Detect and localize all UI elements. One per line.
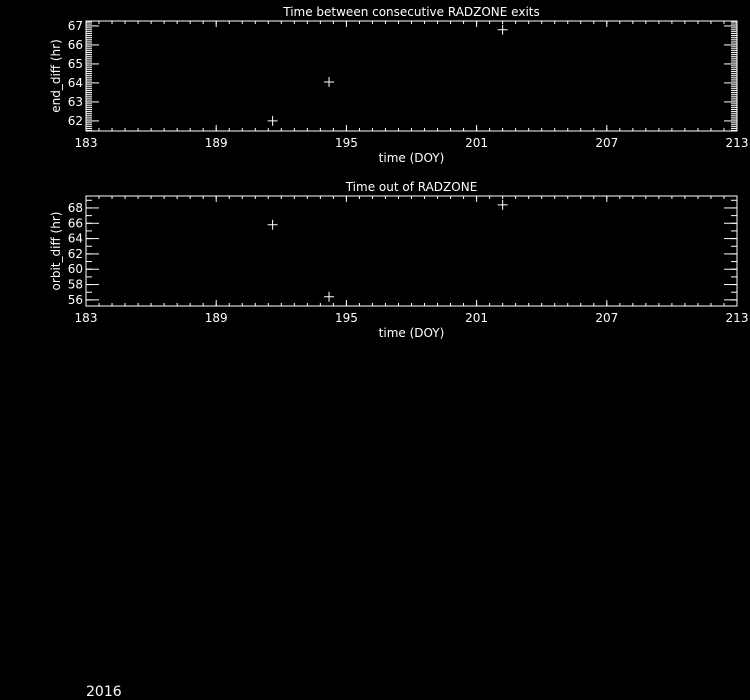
y-tick-label: 68	[68, 201, 83, 215]
x-axis-label: time (DOY)	[379, 326, 445, 340]
year-label: 2016	[86, 684, 122, 700]
x-tick-label: 213	[726, 136, 749, 150]
x-tick-label: 207	[595, 311, 618, 325]
y-tick-label: 66	[68, 38, 83, 52]
data-point-plus	[497, 199, 508, 210]
data-point-plus	[324, 291, 335, 302]
y-axis-label: orbit_diff (hr)	[49, 212, 63, 291]
y-tick-label: 62	[68, 114, 83, 128]
x-tick-label: 195	[335, 311, 358, 325]
y-tick-label: 63	[68, 95, 83, 109]
y-tick-label: 62	[68, 247, 83, 261]
y-tick-label: 66	[68, 216, 83, 230]
x-tick-label: 201	[465, 136, 488, 150]
x-tick-label: 213	[726, 311, 749, 325]
x-tick-label: 195	[335, 136, 358, 150]
y-tick-label: 65	[68, 57, 83, 71]
data-point-plus	[267, 115, 278, 126]
data-point-plus	[324, 76, 335, 87]
plot-frame-1	[85, 20, 738, 132]
x-tick-label: 189	[205, 311, 228, 325]
chart-title: Time between consecutive RADZONE exits	[282, 5, 540, 19]
y-tick-label: 67	[68, 19, 83, 33]
x-tick-label: 183	[75, 311, 98, 325]
y-tick-label: 56	[68, 293, 83, 307]
y-tick-label: 64	[68, 76, 83, 90]
y-axis-label: end_diff (hr)	[49, 39, 63, 113]
data-point-plus	[497, 24, 508, 35]
x-tick-label: 183	[75, 136, 98, 150]
x-tick-label: 207	[595, 136, 618, 150]
x-axis-label: time (DOY)	[379, 151, 445, 165]
x-tick-label: 189	[205, 136, 228, 150]
plot-frame-2	[85, 195, 738, 307]
chart-title: Time out of RADZONE	[345, 180, 478, 194]
y-tick-label: 60	[68, 262, 83, 276]
y-tick-label: 58	[68, 278, 83, 292]
y-tick-label: 64	[68, 232, 83, 246]
x-tick-label: 201	[465, 311, 488, 325]
data-point-plus	[267, 219, 278, 230]
